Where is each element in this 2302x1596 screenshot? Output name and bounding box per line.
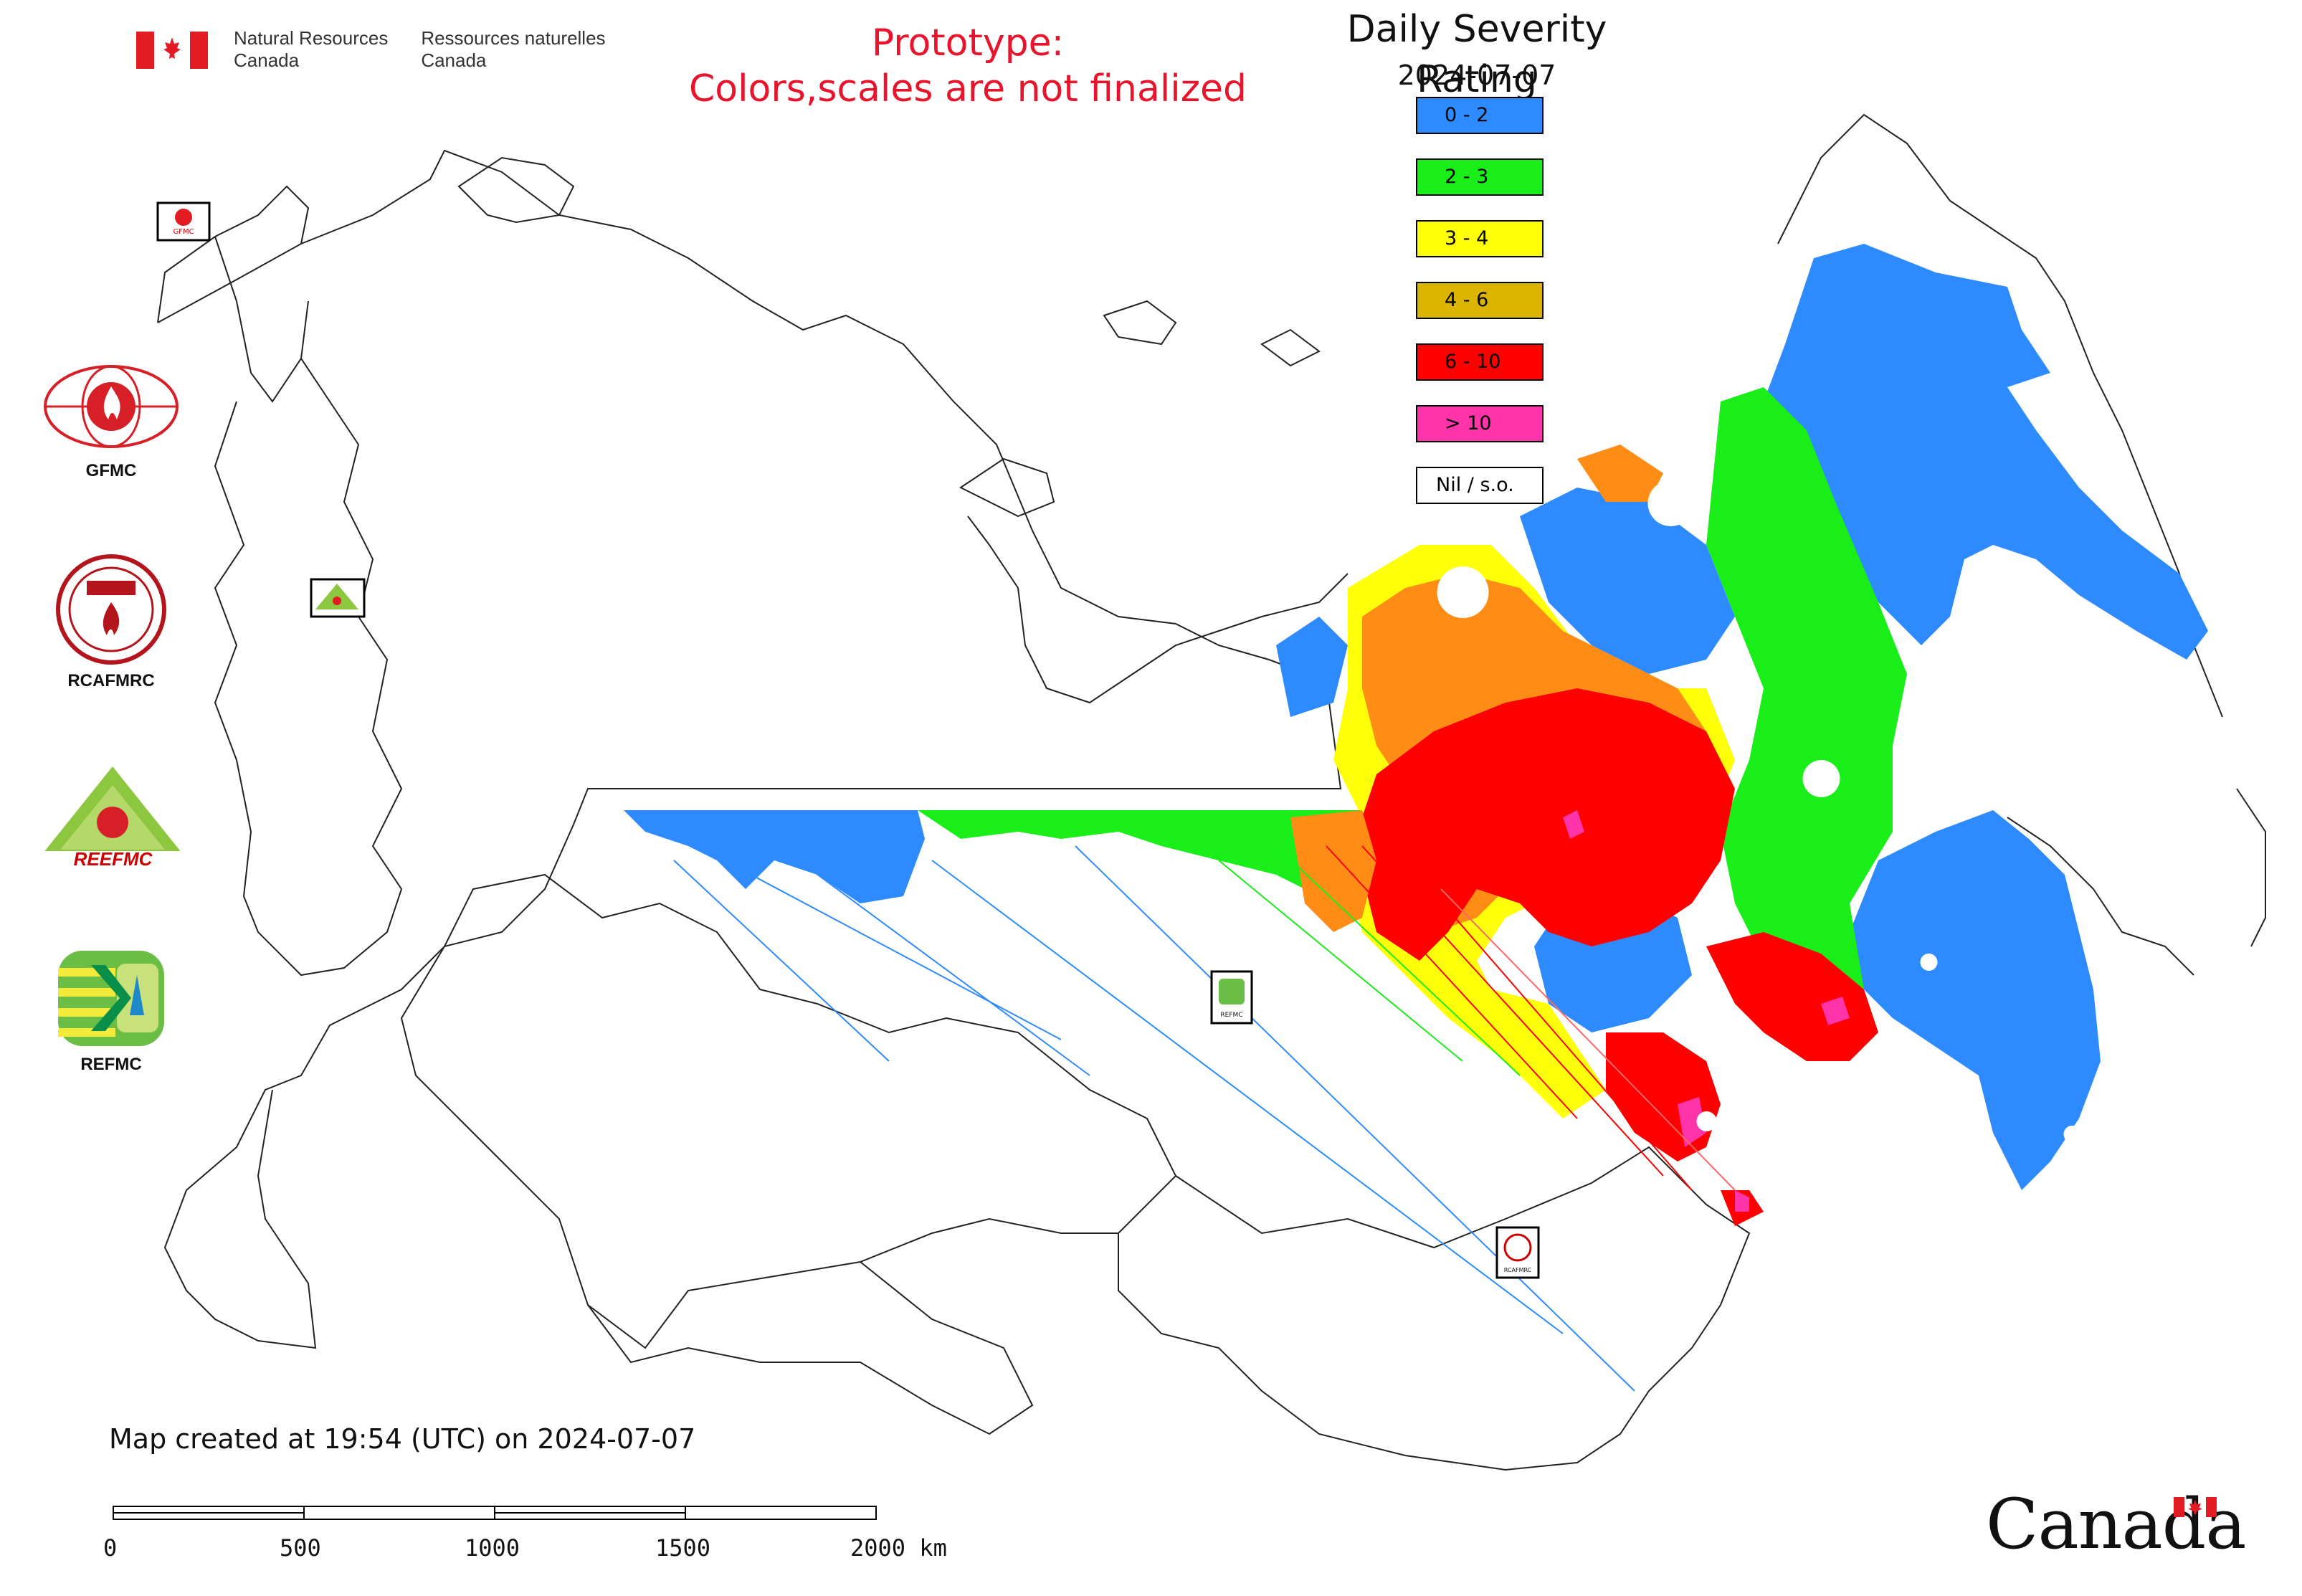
severity-fill <box>624 244 2208 1226</box>
scale-fill-1 <box>113 1512 305 1514</box>
rating-0-2-southeast <box>1850 810 2101 1190</box>
org-gfmc: GFMC <box>36 362 186 481</box>
org-refmc-label: REFMC <box>80 1055 142 1074</box>
gov-name-french: Ressources naturelles Canada <box>421 27 605 72</box>
scale-segment-2 <box>303 1506 495 1520</box>
severity-legend: 0 - 2 2 - 3 3 - 4 4 - 6 6 - 10 > 10 Nil … <box>1416 97 1544 528</box>
map-markers: GFMC REFMC RCAFMRC <box>156 201 1540 1279</box>
refmc-logo-icon <box>58 951 164 1046</box>
org-rcafmrc-label: RCAFMRC <box>67 671 155 690</box>
scale-tick-0: 0 <box>103 1534 118 1562</box>
rcafmrc-marker-label: RCAFMRC <box>1504 1267 1532 1273</box>
canada-flag-icon <box>136 32 208 69</box>
legend-item-0-2: 0 - 2 <box>1416 97 1544 134</box>
gfmc-marker-label: GFMC <box>173 228 194 236</box>
org-reefmc-label: REEFMC <box>73 848 153 870</box>
rcafmrc-logo-icon <box>56 554 166 665</box>
wordmark-flag-icon <box>2174 1497 2217 1517</box>
kazakhstan-outline <box>400 873 1177 1349</box>
org-reefmc: REEFMC <box>36 764 190 871</box>
rating-2-3-band-mid <box>918 810 1362 889</box>
legend-title: Daily Severity Rating <box>1346 8 1607 101</box>
org-gfmc-label: GFMC <box>85 461 137 480</box>
scale-tick-2000: 2000 km <box>850 1534 947 1562</box>
rating-0-2-east <box>1764 244 2208 660</box>
legend-date: 2024-07-07 <box>1397 60 1556 91</box>
rating-2-3-belt <box>1706 387 1907 1047</box>
gfmc-marker-icon <box>175 209 192 226</box>
central-asia-outline <box>587 1261 1034 1435</box>
reefmc-marker-dot <box>333 597 341 605</box>
taymyr-coast <box>967 516 1349 704</box>
scale-tick-500: 500 <box>280 1534 321 1562</box>
gov-english-line1: Natural Resources <box>234 27 389 49</box>
rating-6-10-south <box>1606 932 1878 1226</box>
government-signature: Natural Resources Canada Ressources natu… <box>136 27 639 72</box>
map-created-timestamp: Map created at 19:54 (UTC) on 2024-07-07 <box>109 1423 696 1455</box>
legend-item-3-4: 3 - 4 <box>1416 220 1544 257</box>
russia-outline <box>157 149 1342 1349</box>
arctic-islands-outline <box>457 156 1321 518</box>
warning-line1: Prototype: <box>871 22 1065 65</box>
rating-6-10-core <box>1362 688 1735 961</box>
org-refmc: REFMC <box>50 946 172 1075</box>
prototype-warning: Prototype: Colors,scales are not finaliz… <box>667 20 1269 112</box>
warning-line2: Colors,scales are not finalized <box>688 67 1247 110</box>
rating-0-2-band-west <box>624 810 925 903</box>
scale-tick-1500: 1500 <box>655 1534 711 1562</box>
scale-fill-3 <box>494 1512 686 1514</box>
scale-bar <box>113 1506 880 1523</box>
canada-wordmark: Canada <box>1986 1484 2246 1564</box>
mongolia-china-outline <box>1118 1146 1751 1471</box>
legend-item-6-10: 6 - 10 <box>1416 343 1544 381</box>
gov-french-line1: Ressources naturelles <box>421 27 606 49</box>
reefmc-logo-icon <box>40 766 185 868</box>
gfmc-logo-icon <box>44 365 179 448</box>
gov-french-line2: Canada <box>421 49 487 71</box>
refmc-marker-icon <box>1219 979 1245 1004</box>
legend-item-2-3: 2 - 3 <box>1416 158 1544 196</box>
europe-east-outline <box>214 358 403 977</box>
legend-item-gt-10: > 10 <box>1416 405 1544 442</box>
scale-segment-4 <box>685 1506 877 1520</box>
refmc-marker-label: REFMC <box>1220 1012 1242 1019</box>
streak-lines <box>673 845 1736 1392</box>
rcafmrc-marker-icon <box>1503 1233 1532 1262</box>
rating-4-6-band-mid <box>1290 810 1376 932</box>
kamchatka-chukotka-outline <box>1777 113 2266 976</box>
scandinavia-outline <box>157 185 310 403</box>
legend-item-nil: Nil / s.o. <box>1416 467 1544 504</box>
gov-name-english: Natural Resources Canada <box>234 27 388 72</box>
scale-tick-1000: 1000 <box>465 1534 520 1562</box>
org-rcafmrc: RCAFMRC <box>50 552 172 691</box>
legend-item-4-6: 4 - 6 <box>1416 282 1544 319</box>
gov-english-line2: Canada <box>234 49 300 71</box>
